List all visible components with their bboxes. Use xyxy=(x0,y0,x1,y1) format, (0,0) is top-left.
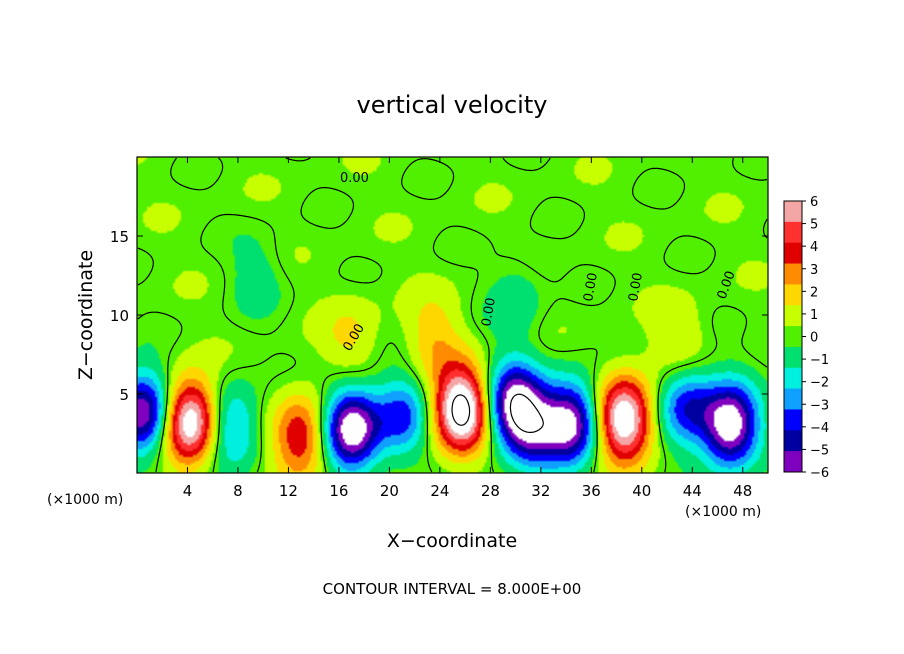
colorbar-tick-label: 5 xyxy=(810,218,818,233)
colorbar-tick-label: 0 xyxy=(810,331,818,346)
contour-line xyxy=(137,157,768,473)
x-tick-label: 16 xyxy=(329,482,348,500)
contour-label: 0.00 xyxy=(626,272,646,303)
y-tick-label: 5 xyxy=(119,386,129,404)
x-tick-label: 20 xyxy=(380,482,399,500)
colorbar-swatch xyxy=(784,263,802,285)
y-axis: 5 10 15 xyxy=(110,228,768,404)
x-tick-label: 28 xyxy=(481,482,500,500)
x-unit-right: (×1000 m) xyxy=(685,504,761,520)
colorbar-swatch xyxy=(784,201,802,223)
colorbar-tick-label: 2 xyxy=(810,285,818,300)
colorbar-tick-label: 3 xyxy=(810,263,818,278)
x-tick-label: 36 xyxy=(582,482,601,500)
colorbar-swatch xyxy=(784,326,802,348)
contour-label: 0.00 xyxy=(581,272,601,303)
y-tick-label: 10 xyxy=(110,307,129,325)
contour-lines xyxy=(137,157,768,473)
colorbar: 6 5 4 3 2 1 0 −1 −2 −3 −4 −5 −6 xyxy=(783,195,829,481)
colorbar-tick-label: 6 xyxy=(810,195,818,210)
x-tick-label: 44 xyxy=(683,482,702,500)
x-tick-label: 12 xyxy=(279,482,298,500)
chart-title: vertical velocity xyxy=(357,91,548,119)
colorbar-tick-label: −1 xyxy=(810,353,829,368)
contour-label: 0.00 xyxy=(479,297,499,328)
colorbar-tick-label: −2 xyxy=(810,376,829,391)
contour-line xyxy=(509,393,544,433)
contour-labels: 0.000.000.00 0.00 0.000.00 xyxy=(340,171,739,354)
contour-line xyxy=(451,394,471,426)
x-tick-label: 4 xyxy=(183,482,193,500)
contour-label: 0.00 xyxy=(340,171,369,186)
x-tick-label: 8 xyxy=(233,482,243,500)
colorbar-swatch xyxy=(784,430,802,452)
y-axis-label: Z−coordinate xyxy=(75,250,97,380)
x-unit-left: (×1000 m) xyxy=(47,492,123,508)
colorbar-swatch xyxy=(784,242,802,265)
x-tick-label: 24 xyxy=(430,482,449,500)
colorbar-tick-label: −6 xyxy=(810,466,829,481)
colorbar-tick-label: −5 xyxy=(810,443,829,458)
x-tick-label: 32 xyxy=(531,482,550,500)
colorbar-swatch xyxy=(784,284,802,306)
plot-area xyxy=(137,157,768,473)
colorbar-swatch xyxy=(784,305,802,327)
x-tick-label: 48 xyxy=(733,482,752,500)
contour-interval-note: CONTOUR INTERVAL = 8.000E+00 xyxy=(323,580,582,598)
colorbar-tick-label: 4 xyxy=(810,240,818,255)
colorbar-tick-label: −3 xyxy=(810,398,829,413)
colorbar-swatch xyxy=(784,367,802,390)
x-axis: 4 8 12 16 20 24 28 32 36 40 44 48 xyxy=(183,157,752,500)
y-tick-label: 15 xyxy=(110,228,129,246)
colorbar-swatch xyxy=(784,221,802,244)
colorbar-tick-label: −4 xyxy=(810,421,829,436)
velocity-field xyxy=(137,157,768,473)
colorbar-swatch xyxy=(784,451,802,473)
x-axis-label: X−coordinate xyxy=(387,530,517,552)
x-tick-label: 40 xyxy=(632,482,651,500)
colorbar-swatch xyxy=(784,388,802,410)
colorbar-swatch xyxy=(784,346,802,369)
colorbar-tick-label: 1 xyxy=(810,308,818,323)
colorbar-swatch xyxy=(784,409,802,431)
